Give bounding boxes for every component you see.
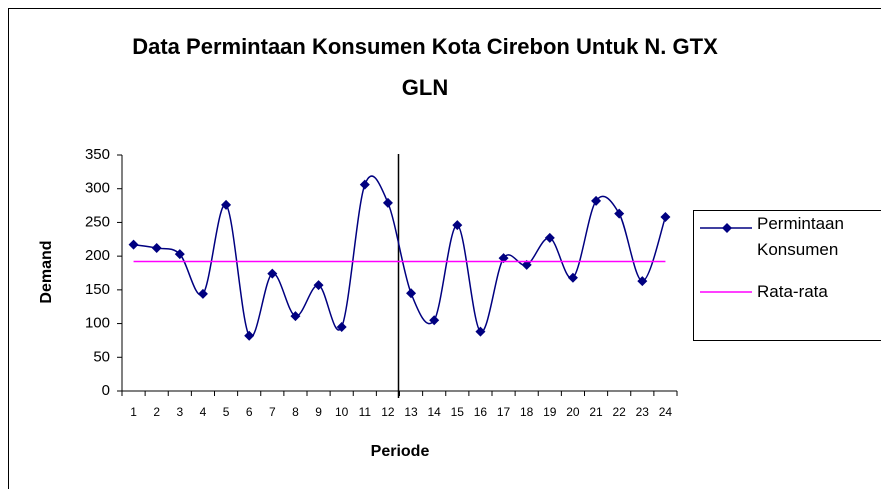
point-marker — [382, 197, 393, 208]
x-tick-label: 21 — [589, 405, 603, 419]
point-marker — [544, 232, 555, 243]
x-tick-label: 8 — [292, 405, 299, 419]
x-tick-label: 24 — [659, 405, 673, 419]
x-tick-label: 22 — [613, 405, 627, 419]
legend-marker — [722, 223, 732, 233]
x-tick-label: 20 — [566, 405, 580, 419]
point-marker — [174, 249, 185, 260]
y-tick-label: 350 — [85, 146, 110, 163]
point-marker — [521, 259, 532, 270]
point-marker — [591, 195, 602, 206]
x-tick-label: 14 — [428, 405, 442, 419]
point-marker — [660, 212, 671, 223]
point-marker — [637, 276, 648, 287]
x-tick-label: 13 — [404, 405, 418, 419]
x-tick-label: 2 — [153, 405, 160, 419]
point-marker — [429, 315, 440, 326]
x-tick-label: 7 — [269, 405, 276, 419]
point-marker — [336, 321, 347, 332]
x-tick-label: 18 — [520, 405, 534, 419]
point-marker — [128, 239, 139, 250]
point-marker — [614, 208, 625, 219]
point-marker — [197, 288, 208, 299]
x-tick-label: 15 — [451, 405, 465, 419]
point-marker — [244, 330, 255, 341]
x-tick-label: 4 — [200, 405, 207, 419]
x-tick-label: 1 — [130, 405, 137, 419]
x-tick-label: 16 — [474, 405, 488, 419]
x-tick-label: 10 — [335, 405, 349, 419]
point-marker — [151, 243, 162, 254]
x-tick-label: 12 — [381, 405, 395, 419]
y-tick-label: 250 — [85, 213, 110, 230]
point-marker — [359, 179, 370, 190]
point-marker — [290, 311, 301, 322]
x-tick-label: 17 — [497, 405, 511, 419]
point-marker — [313, 280, 324, 291]
y-tick-label: 0 — [102, 382, 110, 399]
point-marker — [475, 326, 486, 337]
point-marker — [267, 268, 278, 279]
point-marker — [452, 220, 463, 231]
y-tick-label: 300 — [85, 180, 110, 197]
chart-title: Data Permintaan Konsumen Kota Cirebon Un… — [132, 34, 718, 100]
legend-box — [693, 210, 881, 341]
x-axis-label: Periode — [371, 443, 430, 460]
y-tick-label: 200 — [85, 247, 110, 264]
point-marker — [567, 272, 578, 283]
y-tick-label: 150 — [85, 281, 110, 298]
y-axis-label: Demand — [38, 240, 55, 303]
x-tick-label: 23 — [636, 405, 650, 419]
legend-label: Permintaan Konsumen — [757, 214, 844, 259]
point-marker — [406, 288, 417, 299]
x-tick-label: 6 — [246, 405, 253, 419]
x-tick-label: 11 — [359, 405, 372, 419]
x-tick-label: 19 — [543, 405, 557, 419]
legend-label: Rata-rata — [757, 282, 828, 301]
point-marker — [498, 253, 509, 264]
point-marker — [221, 199, 232, 210]
x-tick-label: 9 — [315, 405, 322, 419]
x-tick-label: 3 — [176, 405, 183, 419]
x-tick-label: 5 — [223, 405, 230, 419]
y-tick-label: 50 — [93, 348, 110, 365]
y-tick-label: 100 — [85, 315, 110, 332]
